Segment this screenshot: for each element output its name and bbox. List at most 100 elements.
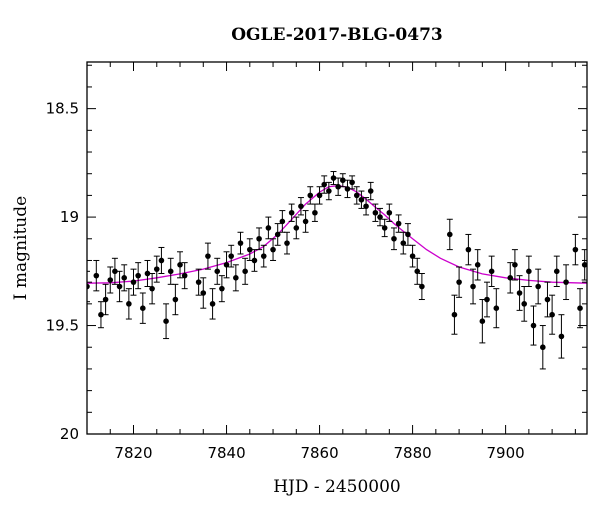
data-point — [149, 272, 156, 305]
data-point — [358, 190, 365, 209]
data-point — [572, 233, 579, 266]
data-marker — [581, 262, 587, 268]
data-point — [111, 257, 118, 285]
data-marker — [167, 268, 174, 275]
x-tick-label: 7900 — [487, 444, 525, 462]
data-point — [335, 177, 342, 196]
data-point — [465, 233, 472, 266]
data-point — [293, 216, 300, 240]
data-point — [284, 231, 290, 255]
data-marker — [93, 272, 100, 279]
data-point — [246, 238, 253, 261]
data-point — [139, 292, 146, 324]
data-point — [353, 186, 360, 205]
data-marker — [284, 240, 290, 246]
data-marker — [512, 262, 518, 268]
data-point — [177, 251, 184, 279]
data-marker — [344, 186, 351, 192]
data-point — [530, 305, 537, 346]
data-marker — [386, 209, 393, 216]
data-marker — [307, 192, 314, 199]
data-marker — [107, 277, 114, 283]
data-point — [223, 251, 230, 279]
x-tick-label: 7840 — [207, 444, 245, 462]
data-marker — [553, 268, 560, 275]
data-point — [125, 288, 132, 320]
data-marker — [195, 279, 202, 285]
data-point — [372, 203, 379, 222]
data-point — [395, 214, 402, 233]
data-point — [209, 288, 216, 320]
plot-frame — [86, 61, 588, 435]
data-point — [446, 218, 453, 251]
data-point — [242, 257, 249, 285]
data-point — [544, 281, 551, 318]
data-marker — [233, 275, 239, 281]
data-marker — [488, 268, 495, 275]
data-point — [553, 255, 560, 288]
data-point — [511, 249, 518, 281]
data-points-layer — [87, 171, 587, 370]
data-point — [270, 238, 277, 261]
data-marker — [530, 322, 537, 329]
data-marker — [200, 290, 207, 296]
data-point — [135, 262, 142, 290]
data-marker — [400, 240, 407, 246]
data-point — [218, 275, 225, 303]
data-point — [451, 294, 458, 335]
data-marker — [419, 283, 425, 290]
data-point — [535, 268, 542, 305]
data-point — [479, 299, 486, 344]
data-point — [107, 266, 114, 294]
data-marker — [140, 305, 146, 311]
data-point — [330, 171, 337, 186]
data-marker — [135, 272, 141, 279]
data-point — [414, 257, 421, 285]
data-marker — [214, 268, 221, 275]
data-point — [237, 231, 244, 255]
data-marker — [242, 268, 248, 275]
data-point — [228, 244, 235, 268]
data-point — [316, 186, 323, 205]
x-axis-label: HJD - 2450000 — [273, 477, 401, 497]
data-point — [381, 218, 388, 238]
data-marker — [409, 253, 416, 259]
data-marker — [270, 246, 276, 253]
data-marker — [163, 318, 169, 325]
data-point — [265, 216, 272, 240]
data-marker — [474, 262, 481, 268]
data-point — [144, 259, 151, 288]
data-point — [204, 242, 211, 270]
data-marker — [572, 246, 579, 253]
data-point — [167, 257, 174, 285]
data-point — [349, 175, 356, 190]
data-marker — [112, 268, 118, 275]
data-marker — [223, 262, 230, 268]
data-marker — [256, 235, 262, 242]
data-point — [563, 264, 570, 301]
data-point — [521, 286, 528, 322]
data-point — [97, 301, 104, 329]
y-tick-label: 19 — [60, 208, 79, 226]
y-axis-label: I magnitude — [11, 196, 31, 300]
data-marker — [540, 344, 546, 351]
data-marker — [493, 305, 500, 311]
data-marker — [177, 262, 183, 268]
data-marker — [465, 246, 472, 253]
data-marker — [316, 192, 323, 199]
data-marker — [312, 209, 318, 216]
data-marker — [414, 268, 421, 275]
data-point — [377, 207, 384, 227]
data-point — [172, 283, 179, 316]
data-point — [456, 266, 463, 298]
data-marker — [274, 231, 281, 238]
data-marker — [144, 270, 151, 277]
data-marker — [446, 231, 453, 238]
x-tick-label: 7880 — [393, 444, 431, 462]
data-point — [321, 175, 328, 194]
data-point — [181, 262, 188, 290]
data-point — [516, 275, 523, 311]
data-marker — [391, 235, 397, 242]
data-point — [577, 288, 584, 329]
